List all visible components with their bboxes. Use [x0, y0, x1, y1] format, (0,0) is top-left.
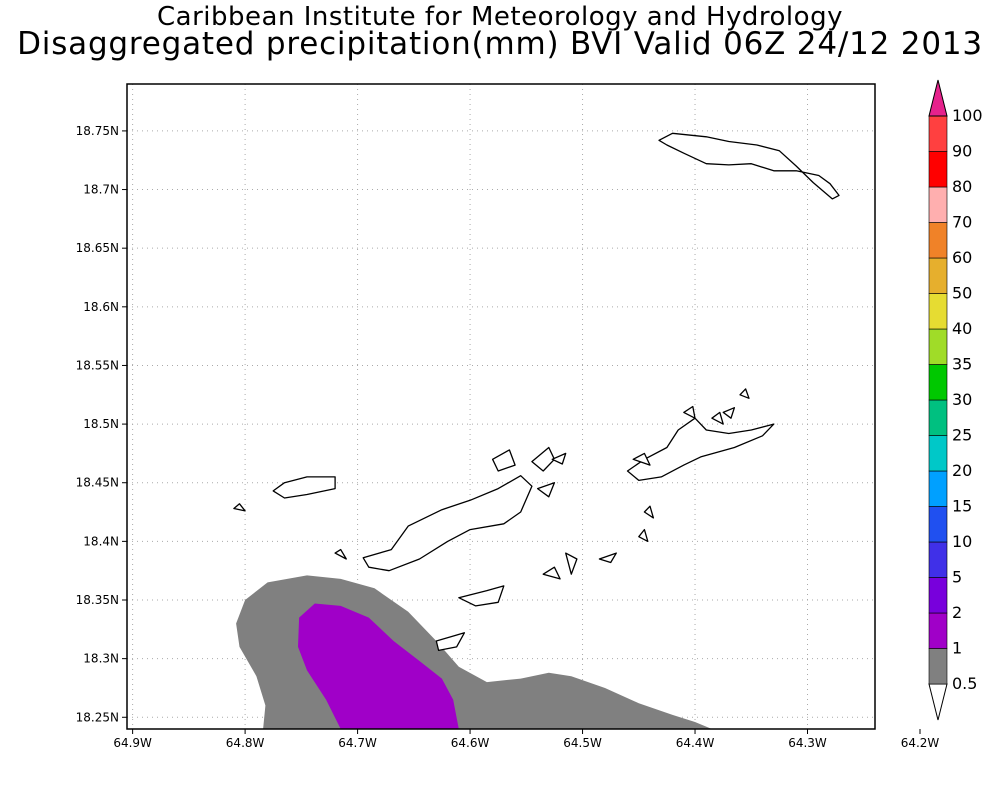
legend-label: 70 — [952, 213, 972, 232]
legend-swatch — [928, 648, 948, 685]
island-outline — [551, 452, 567, 465]
longitude-axis: 64.9W 64.8W 64.7W 64.6W 64.5W 64.4W 64.3W 64.2W — [113, 729, 939, 750]
legend-label: 2 — [952, 603, 962, 622]
island-outline — [711, 411, 724, 425]
legend-label: 25 — [952, 426, 972, 445]
legend-label: 10 — [952, 532, 972, 551]
island-outline — [683, 405, 696, 419]
legend-swatch — [928, 541, 948, 578]
precip-area — [298, 603, 459, 729]
island-outline — [739, 388, 750, 399]
legend-label: 15 — [952, 497, 972, 516]
y-tick-label: 18.75N — [76, 124, 119, 138]
x-tick-label: 64.6W — [451, 736, 490, 750]
x-tick-label: 64.8W — [226, 736, 265, 750]
legend-label: 50 — [952, 284, 972, 303]
legend-swatch — [928, 577, 948, 614]
map-title: Caribbean Institute for Meteorology and … — [157, 2, 843, 32]
y-tick-label: 18.35N — [76, 593, 119, 607]
x-tick-label: 64.2W — [901, 736, 940, 750]
latitude-axis: 18.25N 18.3N 18.35N 18.4N 18.45N 18.5N 18.55N 1… — [76, 124, 127, 724]
island-outline — [626, 417, 775, 482]
x-tick-label: 64.4W — [676, 736, 715, 750]
y-tick-label: 18.7N — [83, 183, 119, 197]
legend-label: 20 — [952, 461, 972, 480]
legend-label: 100 — [952, 106, 983, 125]
legend-swatch — [928, 470, 948, 507]
x-tick-label: 64.9W — [113, 736, 152, 750]
legend-swatch — [928, 79, 948, 117]
y-tick-label: 18.25N — [76, 710, 119, 724]
legend-swatch — [928, 364, 948, 401]
legend-swatch — [928, 222, 948, 259]
legend-swatch — [928, 186, 948, 223]
island-outline — [435, 632, 466, 652]
legend-swatch — [928, 115, 948, 152]
legend-swatch — [928, 399, 948, 436]
island-outline — [565, 552, 578, 575]
island-outline — [643, 505, 655, 519]
legend-swatch — [928, 257, 948, 294]
legend-label: 35 — [952, 355, 972, 374]
precipitation-shading — [236, 575, 712, 729]
x-tick-label: 64.3W — [788, 736, 827, 750]
map-subtitle: Disaggregated precipitation(mm) BVI Vali… — [17, 26, 983, 62]
island-outline — [638, 528, 649, 543]
y-tick-label: 18.65N — [76, 241, 119, 255]
legend-label: 80 — [952, 177, 972, 196]
legend-label: 0.5 — [952, 674, 977, 693]
y-tick-label: 18.6N — [83, 300, 119, 314]
island-outline — [362, 475, 533, 572]
legend-label: 60 — [952, 248, 972, 267]
legend-swatch — [928, 151, 948, 188]
legend-swatch — [928, 612, 948, 649]
island-outline — [233, 503, 246, 512]
map-frame — [126, 83, 876, 730]
island-outline — [491, 449, 516, 472]
legend-swatch — [928, 683, 948, 721]
island-outline — [272, 476, 336, 499]
island-outline — [632, 452, 651, 466]
y-tick-label: 18.45N — [76, 476, 119, 490]
y-tick-label: 18.3N — [83, 652, 119, 666]
legend-label: 5 — [952, 568, 962, 587]
legend-swatch — [928, 506, 948, 543]
x-tick-label: 64.5W — [563, 736, 602, 750]
x-tick-label: 64.7W — [338, 736, 377, 750]
y-tick-label: 18.55N — [76, 358, 119, 372]
y-tick-label: 18.5N — [83, 417, 119, 431]
legend-label: 90 — [952, 142, 972, 161]
legend-swatch — [928, 435, 948, 472]
legend-swatch — [928, 328, 948, 365]
island-outline — [658, 132, 840, 200]
legend-label: 40 — [952, 319, 972, 338]
island-outline — [598, 552, 617, 564]
island-outline — [536, 482, 556, 498]
island-outline — [458, 585, 505, 607]
island-outline — [334, 548, 347, 560]
legend-swatch — [928, 293, 948, 330]
island-outline — [722, 407, 736, 419]
island-outline — [542, 566, 561, 580]
y-tick-label: 18.4N — [83, 534, 119, 548]
legend-label: 30 — [952, 390, 972, 409]
coastline-islands — [233, 132, 840, 652]
legend-label: 1 — [952, 639, 962, 658]
